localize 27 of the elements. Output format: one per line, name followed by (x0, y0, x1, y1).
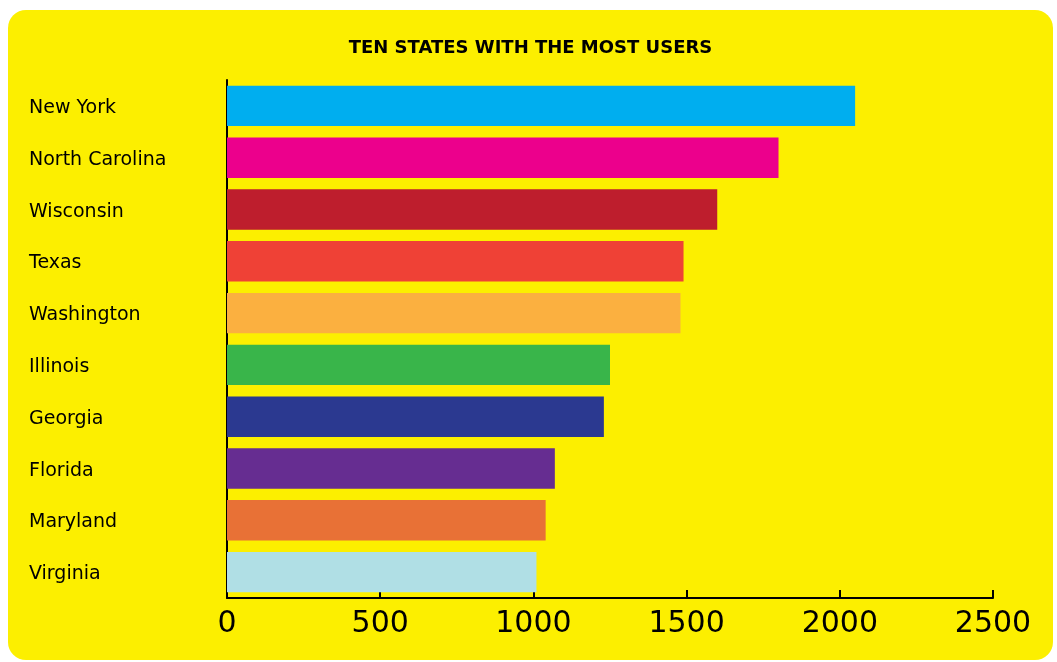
bar (227, 396, 604, 437)
x-tick-label: 1000 (495, 603, 572, 639)
bar (227, 85, 856, 127)
bar (227, 344, 610, 386)
y-tick-label: Wisconsin (29, 198, 124, 221)
bar (227, 292, 681, 334)
bar (227, 551, 537, 593)
y-tick-label: New York (29, 94, 117, 117)
bar (227, 137, 779, 178)
x-tick-label: 2000 (801, 603, 878, 639)
y-tick-label: Florida (29, 457, 94, 480)
bar (227, 241, 684, 282)
x-tick-label: 500 (351, 603, 409, 639)
y-tick-label: Virginia (29, 561, 101, 584)
x-tick-label: 0 (217, 603, 237, 639)
chart-title: TEN STATES WITH THE MOST USERS (348, 35, 713, 57)
x-tick-label: 1500 (648, 603, 725, 639)
y-tick-label: Maryland (29, 509, 118, 532)
x-tick-label: 2500 (954, 603, 1032, 639)
bar (227, 448, 555, 489)
bar (227, 500, 546, 541)
y-tick-label: Texas (28, 250, 82, 273)
y-tick-label: Washington (29, 302, 141, 325)
y-tick-label: North Carolina (29, 146, 167, 169)
y-tick-label: Illinois (29, 353, 90, 376)
y-tick-label: Georgia (29, 405, 104, 428)
bar (227, 189, 718, 230)
